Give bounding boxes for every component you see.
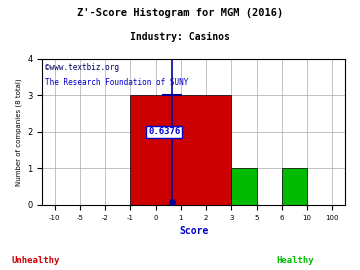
Bar [130,96,231,205]
Y-axis label: Number of companies (8 total): Number of companies (8 total) [15,78,22,186]
Text: Z'-Score Histogram for MGM (2016): Z'-Score Histogram for MGM (2016) [77,8,283,18]
Text: ©www.textbiz.org: ©www.textbiz.org [45,63,119,72]
X-axis label: Score: Score [179,226,208,236]
Bar [231,168,257,205]
Text: The Research Foundation of SUNY: The Research Foundation of SUNY [45,78,189,87]
Text: Healthy: Healthy [276,256,314,265]
Bar [282,168,307,205]
Text: Unhealthy: Unhealthy [12,256,60,265]
Text: Industry: Casinos: Industry: Casinos [130,32,230,42]
Text: 0.6376: 0.6376 [148,127,180,136]
